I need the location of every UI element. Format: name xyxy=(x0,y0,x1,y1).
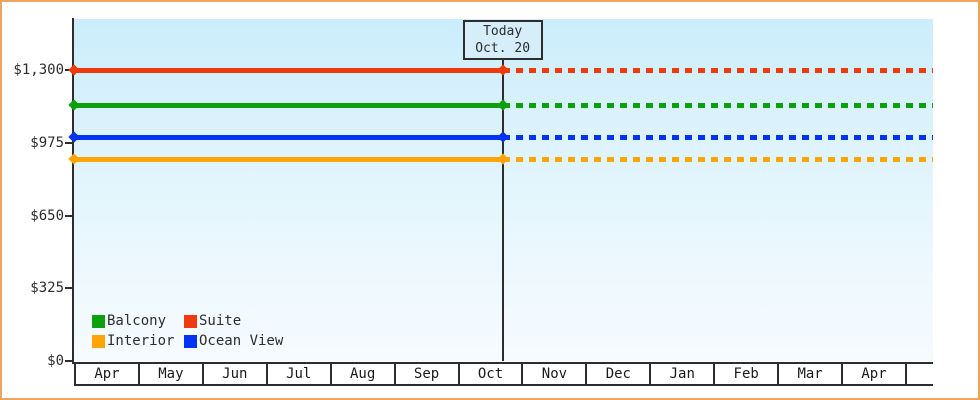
series-line-suite xyxy=(68,64,933,76)
legend-label: Interior xyxy=(107,333,175,349)
series-layer xyxy=(68,19,933,361)
month-cell-4-jul: Jul xyxy=(268,364,332,384)
series-solid-segment xyxy=(74,102,503,108)
y-axis: $1,300 $975 $650 $325 $0 xyxy=(2,19,72,369)
legend-item-ocean-view: Ocean View xyxy=(184,331,283,351)
y-tick-mark xyxy=(65,287,72,290)
y-tick-label: $1,300 xyxy=(13,62,64,79)
legend-label: Suite xyxy=(199,313,242,329)
series-line-balcony xyxy=(68,98,933,111)
month-cell-2-may: May xyxy=(140,364,204,384)
legend-label: Balcony xyxy=(107,313,167,329)
y-tick-label: $975 xyxy=(30,135,64,152)
month-cell-8-nov: Nov xyxy=(523,364,588,384)
y-tick-mark xyxy=(65,142,72,145)
month-cell-6-sep: Sep xyxy=(396,364,460,384)
series-solid-segment xyxy=(74,134,503,140)
series-today-marker xyxy=(496,98,509,111)
series-line-interior xyxy=(68,153,933,165)
legend-swatch-icon xyxy=(184,334,197,348)
month-cell-13-apr: Apr xyxy=(843,364,907,384)
series-today-marker xyxy=(496,131,509,143)
month-cell-3-jun: Jun xyxy=(204,364,268,384)
series-today-marker xyxy=(496,153,509,165)
legend-label: Ocean View xyxy=(199,333,284,349)
month-cell-7-oct: Oct xyxy=(460,364,524,384)
legend: Balcony Suite Interior Ocean View xyxy=(92,311,283,351)
month-cell-12-mar: Mar xyxy=(779,364,844,384)
series-today-marker xyxy=(496,64,509,76)
y-tick-mark xyxy=(65,214,72,217)
series-dashed-forecast-segment xyxy=(502,134,933,140)
month-cell-9-dec: Dec xyxy=(587,364,652,384)
legend-swatch-icon xyxy=(92,334,105,348)
month-cell-partial xyxy=(907,364,933,384)
month-cell-11-feb: Feb xyxy=(715,364,780,384)
series-solid-segment xyxy=(74,157,503,163)
y-tick-label: $650 xyxy=(30,207,64,224)
legend-swatch-icon xyxy=(184,314,197,328)
x-axis-month-band: Apr May Jun Jul Aug Sep Oct Nov Dec Jan Feb Mar Apr xyxy=(74,362,933,386)
plot-area: Today Oct. 20 Balcony Suite Interior Ocean … xyxy=(68,19,933,361)
legend-item-suite: Suite xyxy=(184,311,283,331)
series-dashed-forecast-segment xyxy=(502,102,933,108)
legend-item-balcony: Balcony xyxy=(92,311,184,331)
y-tick-mark xyxy=(65,360,72,362)
legend-swatch-icon xyxy=(92,314,105,328)
series-line-ocean-view xyxy=(68,131,933,143)
series-dashed-forecast-segment xyxy=(502,67,933,73)
month-cell-5-aug: Aug xyxy=(332,364,396,384)
series-dashed-forecast-segment xyxy=(502,157,933,163)
series-solid-segment xyxy=(74,67,503,73)
today-vertical-line xyxy=(501,58,504,361)
today-date: Oct. 20 xyxy=(475,41,531,56)
y-tick-label: $0 xyxy=(47,353,64,369)
today-label: Today xyxy=(483,24,523,39)
legend-item-interior: Interior xyxy=(92,331,184,351)
month-cell-10-jan: Jan xyxy=(651,364,716,384)
month-cell-1-apr: Apr xyxy=(76,364,140,384)
today-marker-box: Today Oct. 20 xyxy=(462,20,543,60)
y-tick-label: $325 xyxy=(30,280,64,297)
y-axis-line xyxy=(72,18,74,364)
